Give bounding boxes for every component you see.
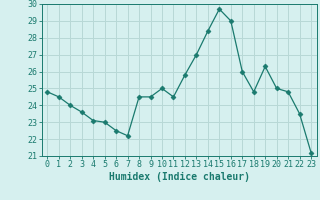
- X-axis label: Humidex (Indice chaleur): Humidex (Indice chaleur): [109, 172, 250, 182]
